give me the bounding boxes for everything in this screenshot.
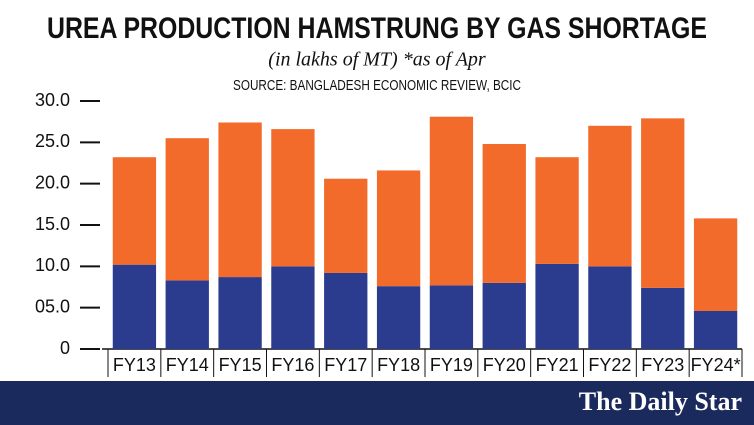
x-tick-label: FY19 xyxy=(430,355,473,375)
bar-segment xyxy=(165,280,209,349)
x-tick-label: FY15 xyxy=(219,355,262,375)
x-tick-label: FY22 xyxy=(588,355,631,375)
bar-segment xyxy=(693,310,738,349)
chart-title: UREA PRODUCTION HAMSTRUNG BY GAS SHORTAG… xyxy=(47,12,707,45)
bar-segment xyxy=(429,116,474,286)
chart-subtitle: (in lakhs of MT) *as of Apr xyxy=(268,49,486,71)
y-tick-label: 20.0 xyxy=(35,172,70,192)
x-tick-label: FY21 xyxy=(536,355,579,375)
bar-segment xyxy=(376,286,421,349)
bar-segment xyxy=(271,129,315,267)
bar-segment xyxy=(641,287,685,349)
bar-segment xyxy=(271,266,315,349)
y-tick-label: 10.0 xyxy=(35,255,70,275)
x-tick-label: FY13 xyxy=(113,355,156,375)
bar-segment xyxy=(482,282,526,349)
x-tick-label: FY20 xyxy=(483,355,526,375)
y-tick-label: 15.0 xyxy=(35,214,70,234)
bar-segment xyxy=(324,178,368,273)
bar-segment xyxy=(588,125,632,267)
bar-segment xyxy=(641,118,685,288)
x-tick-label: FY17 xyxy=(324,355,367,375)
chart-source: SOURCE: BANGLADESH ECONOMIC REVIEW, BCIC xyxy=(233,77,521,94)
bar-segment xyxy=(218,277,262,349)
bar-segment xyxy=(535,263,579,349)
bar-segment xyxy=(376,170,421,287)
bar-segment xyxy=(588,266,632,349)
y-tick-label: 05.0 xyxy=(35,296,70,316)
y-tick-label: 30.0 xyxy=(35,90,70,110)
x-tick-label: FY16 xyxy=(271,355,314,375)
x-tick-label: FY24* xyxy=(691,355,741,375)
y-tick-label: 0 xyxy=(60,338,70,358)
bar-segment xyxy=(429,285,474,349)
bar-segment xyxy=(535,157,579,264)
x-tick-label: FY23 xyxy=(641,355,684,375)
brand-logo: The Daily Star xyxy=(579,387,742,416)
bar-segment xyxy=(112,157,157,265)
bar-segment xyxy=(165,138,209,281)
y-tick-label: 25.0 xyxy=(35,131,70,151)
bar-segment xyxy=(482,143,526,283)
x-tick-label: FY14 xyxy=(166,355,209,375)
bar-segment xyxy=(112,264,157,349)
bar-segment xyxy=(324,272,368,349)
bar-segment xyxy=(693,218,738,311)
x-tick-label: FY18 xyxy=(377,355,420,375)
bar-segment xyxy=(218,122,262,278)
footer-band xyxy=(0,381,754,425)
